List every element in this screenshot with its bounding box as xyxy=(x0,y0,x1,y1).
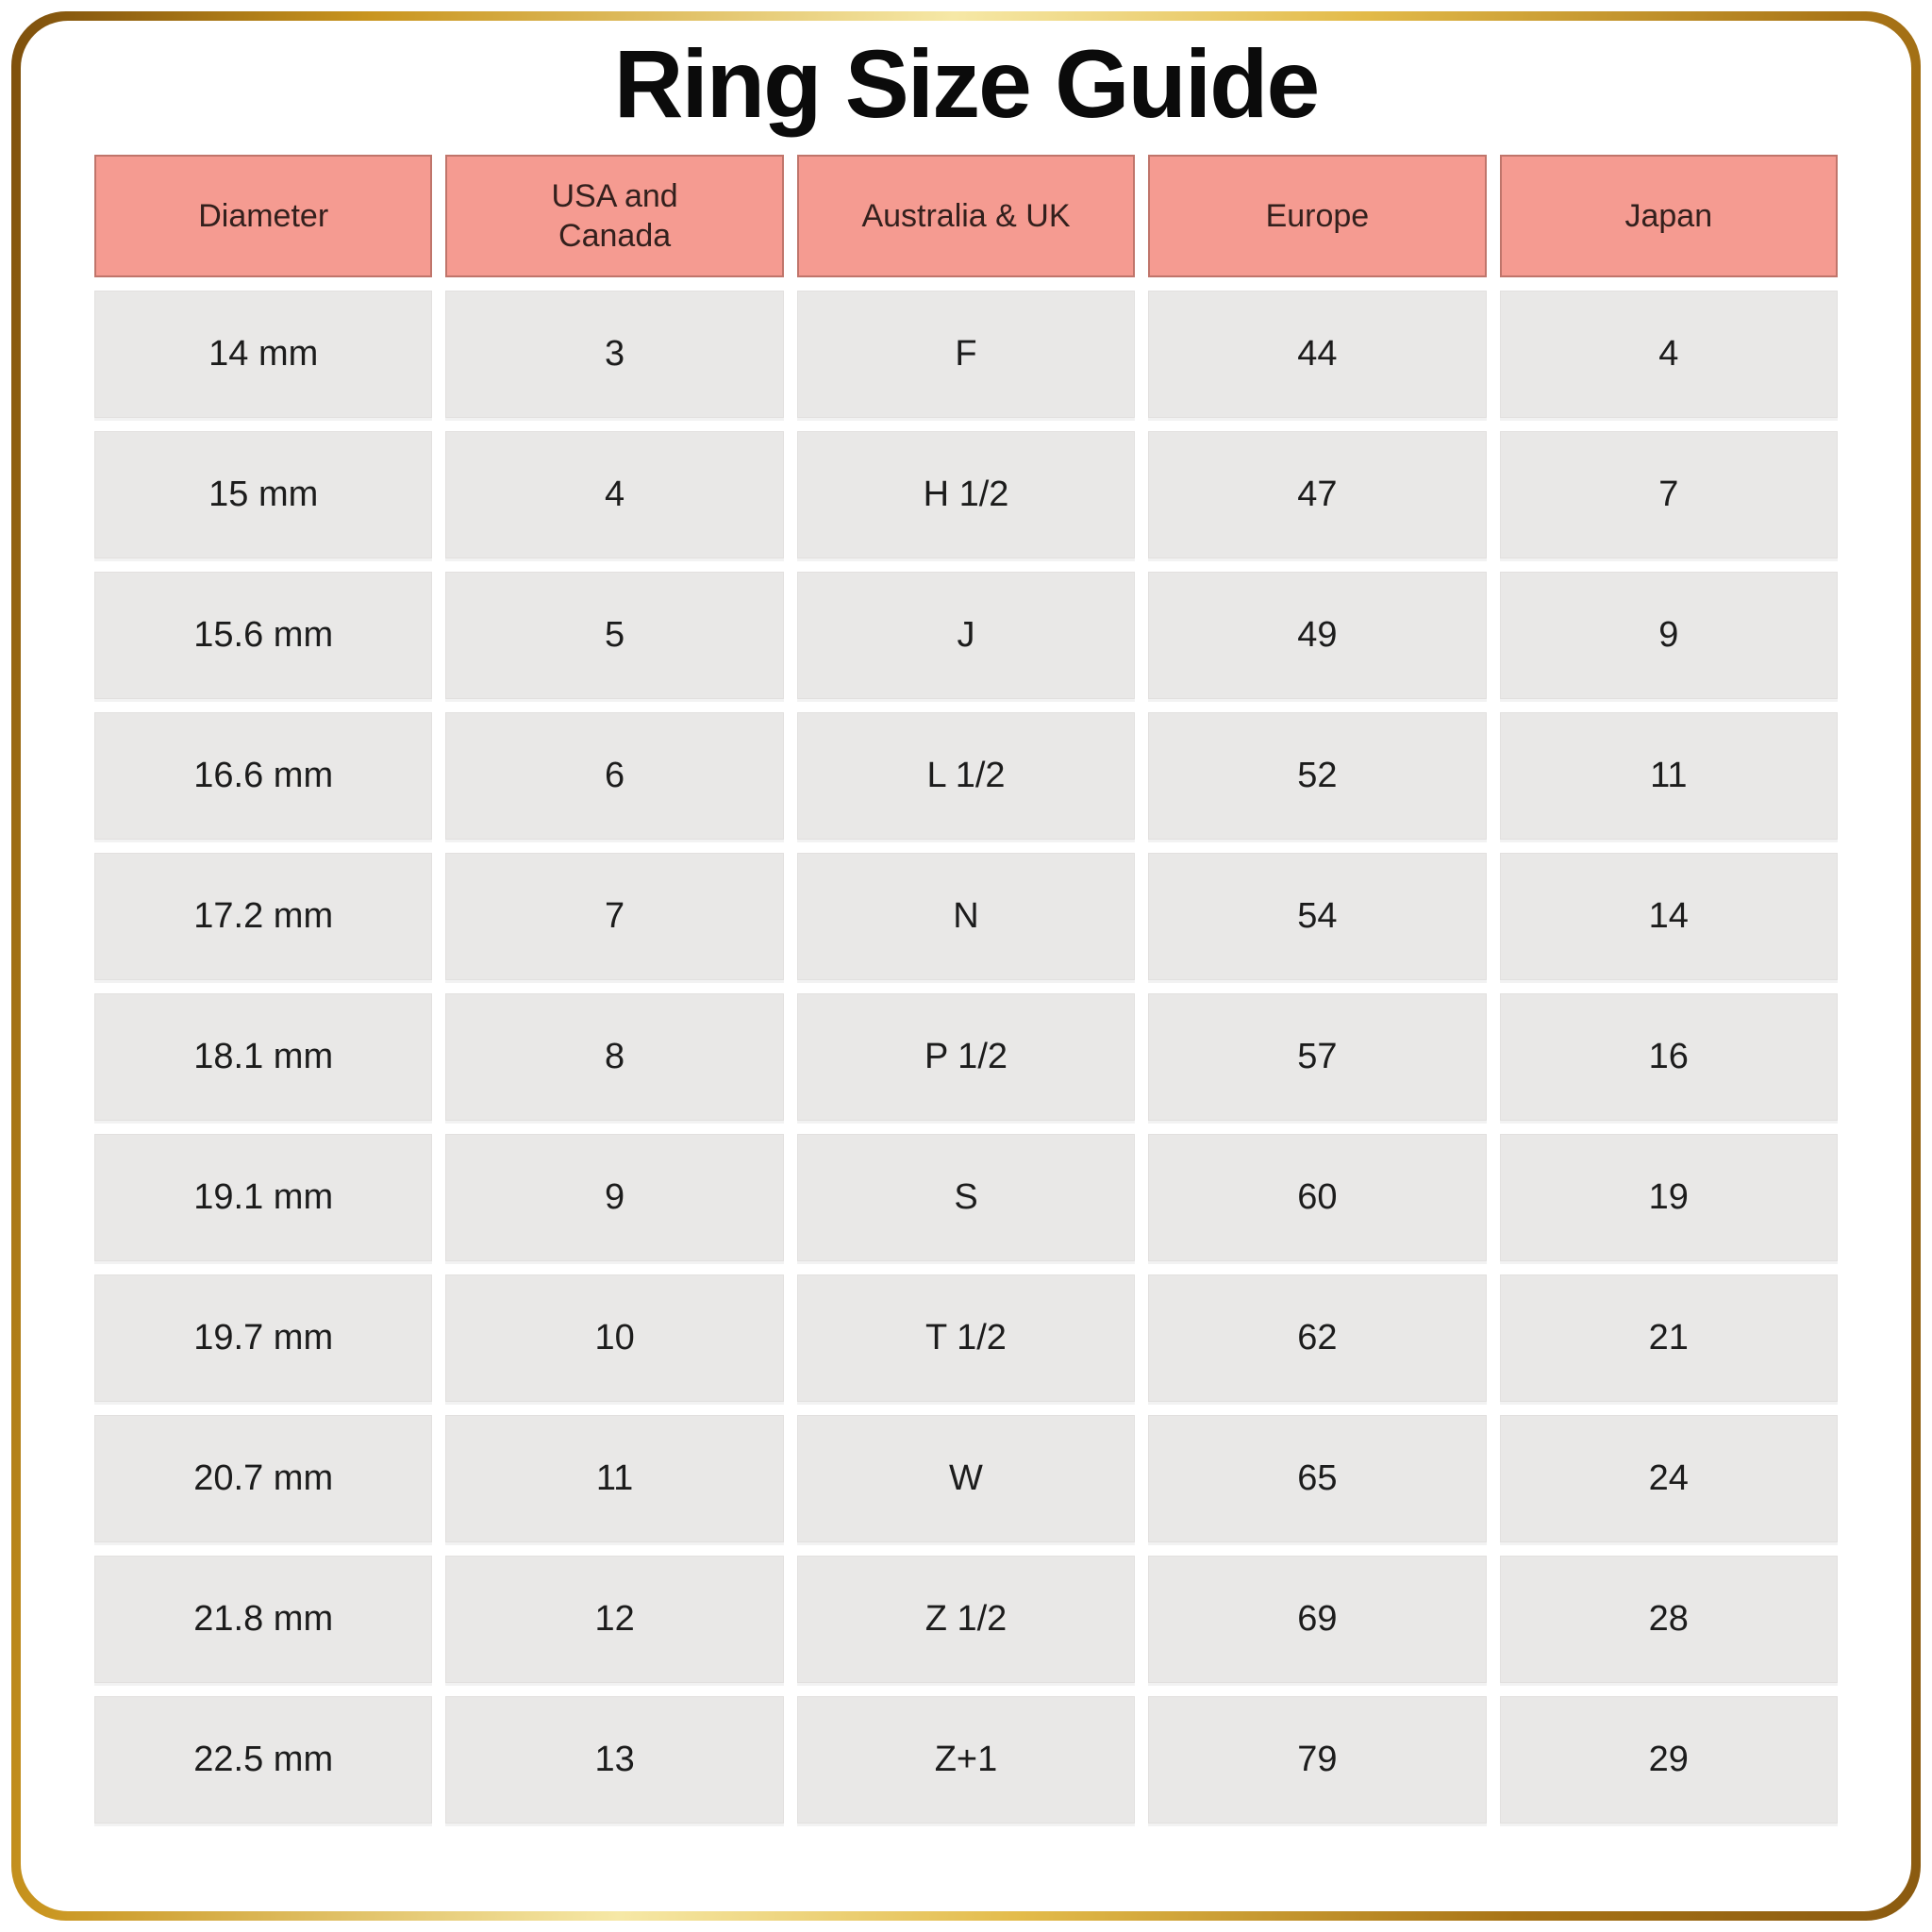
table-cell-r2-c4: 47 xyxy=(1148,431,1487,558)
table-cell-r1-c3: F xyxy=(796,291,1136,418)
table-cell-r9-c2: 11 xyxy=(445,1415,784,1542)
table-cell-r7-c2: 9 xyxy=(445,1134,784,1261)
table-cell-r10-c3: Z 1/2 xyxy=(796,1556,1136,1683)
table-cell-r11-c3: Z+1 xyxy=(796,1696,1136,1824)
column-header-australia-uk: Australia & UK xyxy=(796,155,1136,277)
table-cell-r4-c2: 6 xyxy=(445,712,784,840)
table-cell-r9-c4: 65 xyxy=(1148,1415,1487,1542)
table-cell-r8-c2: 10 xyxy=(445,1274,784,1402)
column-header-diameter: Diameter xyxy=(94,155,433,277)
table-cell-r6-c3: P 1/2 xyxy=(796,993,1136,1121)
table-cell-r1-c4: 44 xyxy=(1148,291,1487,418)
column-header-usa-canada: USA and Canada xyxy=(445,155,784,277)
page-title: Ring Size Guide xyxy=(613,30,1320,138)
table-cell-r3-c4: 49 xyxy=(1148,572,1487,699)
table-cell-r1-c1: 14 mm xyxy=(94,291,433,418)
content-area: Ring Size Guide Diameter USA and Canada Au… xyxy=(21,21,1911,1911)
table-cell-r2-c5: 7 xyxy=(1499,431,1838,558)
table-cell-r3-c1: 15.6 mm xyxy=(94,572,433,699)
table-cell-r6-c2: 8 xyxy=(445,993,784,1121)
table-cell-r10-c5: 28 xyxy=(1499,1556,1838,1683)
table-cell-r10-c1: 21.8 mm xyxy=(94,1556,433,1683)
table-cell-r6-c4: 57 xyxy=(1148,993,1487,1121)
table-cell-r4-c1: 16.6 mm xyxy=(94,712,433,840)
table-cell-r9-c5: 24 xyxy=(1499,1415,1838,1542)
table-cell-r3-c2: 5 xyxy=(445,572,784,699)
table-cell-r2-c3: H 1/2 xyxy=(796,431,1136,558)
table-cell-r5-c4: 54 xyxy=(1148,853,1487,980)
table-cell-r4-c5: 11 xyxy=(1499,712,1838,840)
table-cell-r1-c5: 4 xyxy=(1499,291,1838,418)
table-cell-r11-c1: 22.5 mm xyxy=(94,1696,433,1824)
table-cell-r7-c3: S xyxy=(796,1134,1136,1261)
table-cell-r3-c5: 9 xyxy=(1499,572,1838,699)
column-header-japan: Japan xyxy=(1499,155,1838,277)
ring-size-table: Diameter USA and Canada Australia & UK Euro… xyxy=(94,155,1838,1824)
table-cell-r5-c1: 17.2 mm xyxy=(94,853,433,980)
table-cell-r5-c5: 14 xyxy=(1499,853,1838,980)
table-cell-r4-c4: 52 xyxy=(1148,712,1487,840)
table-cell-r7-c1: 19.1 mm xyxy=(94,1134,433,1261)
table-cell-r11-c4: 79 xyxy=(1148,1696,1487,1824)
table-cell-r7-c4: 60 xyxy=(1148,1134,1487,1261)
table-cell-r8-c1: 19.7 mm xyxy=(94,1274,433,1402)
table-cell-r2-c1: 15 mm xyxy=(94,431,433,558)
table-cell-r8-c5: 21 xyxy=(1499,1274,1838,1402)
table-cell-r10-c4: 69 xyxy=(1148,1556,1487,1683)
table-cell-r8-c4: 62 xyxy=(1148,1274,1487,1402)
table-cell-r3-c3: J xyxy=(796,572,1136,699)
table-cell-r10-c2: 12 xyxy=(445,1556,784,1683)
table-cell-r1-c2: 3 xyxy=(445,291,784,418)
table-cell-r11-c2: 13 xyxy=(445,1696,784,1824)
table-cell-r9-c3: W xyxy=(796,1415,1136,1542)
table-cell-r9-c1: 20.7 mm xyxy=(94,1415,433,1542)
table-cell-r11-c5: 29 xyxy=(1499,1696,1838,1824)
table-cell-r6-c5: 16 xyxy=(1499,993,1838,1121)
table-cell-r2-c2: 4 xyxy=(445,431,784,558)
table-cell-r4-c3: L 1/2 xyxy=(796,712,1136,840)
table-cell-r5-c3: N xyxy=(796,853,1136,980)
column-header-europe: Europe xyxy=(1148,155,1487,277)
table-cell-r8-c3: T 1/2 xyxy=(796,1274,1136,1402)
table-cell-r6-c1: 18.1 mm xyxy=(94,993,433,1121)
table-cell-r7-c5: 19 xyxy=(1499,1134,1838,1261)
table-cell-r5-c2: 7 xyxy=(445,853,784,980)
